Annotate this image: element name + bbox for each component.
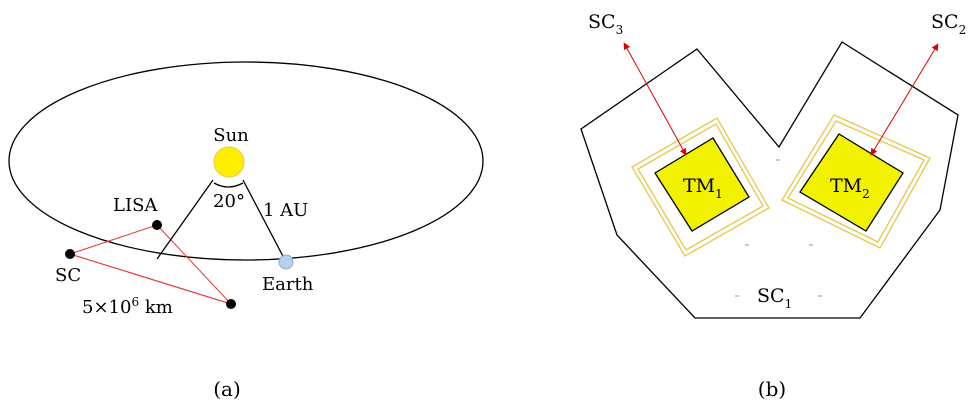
angle-arc (213, 182, 244, 188)
angle-label: 20° (213, 191, 245, 212)
sc1-label: SC1 (757, 285, 792, 311)
earth-orbit (8, 61, 484, 261)
arm-length-label: 5×106 km (82, 295, 173, 318)
tm2-label: TM2 (830, 175, 870, 201)
tm2-housing-inner (787, 120, 925, 243)
caption-b: (b) (758, 377, 786, 401)
panel-b: SC3 SC2 SC1 TM1 TM2 (b) (580, 11, 966, 401)
sc3-label: SC3 (588, 11, 623, 37)
laser-link-sc3 (623, 42, 687, 156)
lisa-to-sc-arm (69, 253, 232, 305)
laser-link-sc2 (870, 43, 939, 156)
test-mass-2 (799, 133, 904, 232)
sun-to-lisa-line (156, 179, 214, 260)
earth-label: Earth (262, 274, 314, 295)
sun-to-earth-line (242, 179, 287, 263)
test-mass-1 (654, 137, 750, 232)
lisa-label: LISA (113, 195, 158, 216)
sun-label: Sun (213, 125, 249, 146)
spacecraft-sc (65, 249, 75, 259)
caption-a: (a) (213, 377, 241, 401)
sc-label: SC (55, 265, 81, 286)
spacecraft-third (226, 299, 236, 309)
earth-icon (278, 254, 294, 270)
tm1-housing-inner (637, 123, 764, 251)
panel-a: Sun 20° 1 AU LISA SC Earth 5×106 km (a) (8, 61, 484, 401)
distance-label: 1 AU (263, 200, 308, 221)
tm2-housing-outer (781, 114, 931, 249)
sun-icon (213, 146, 245, 178)
spacecraft-outline (580, 41, 959, 319)
sc2-label: SC2 (931, 11, 966, 37)
tm1-housing-outer (631, 117, 770, 257)
tm1-label: TM1 (683, 175, 723, 201)
spacecraft-lisa (152, 220, 162, 230)
